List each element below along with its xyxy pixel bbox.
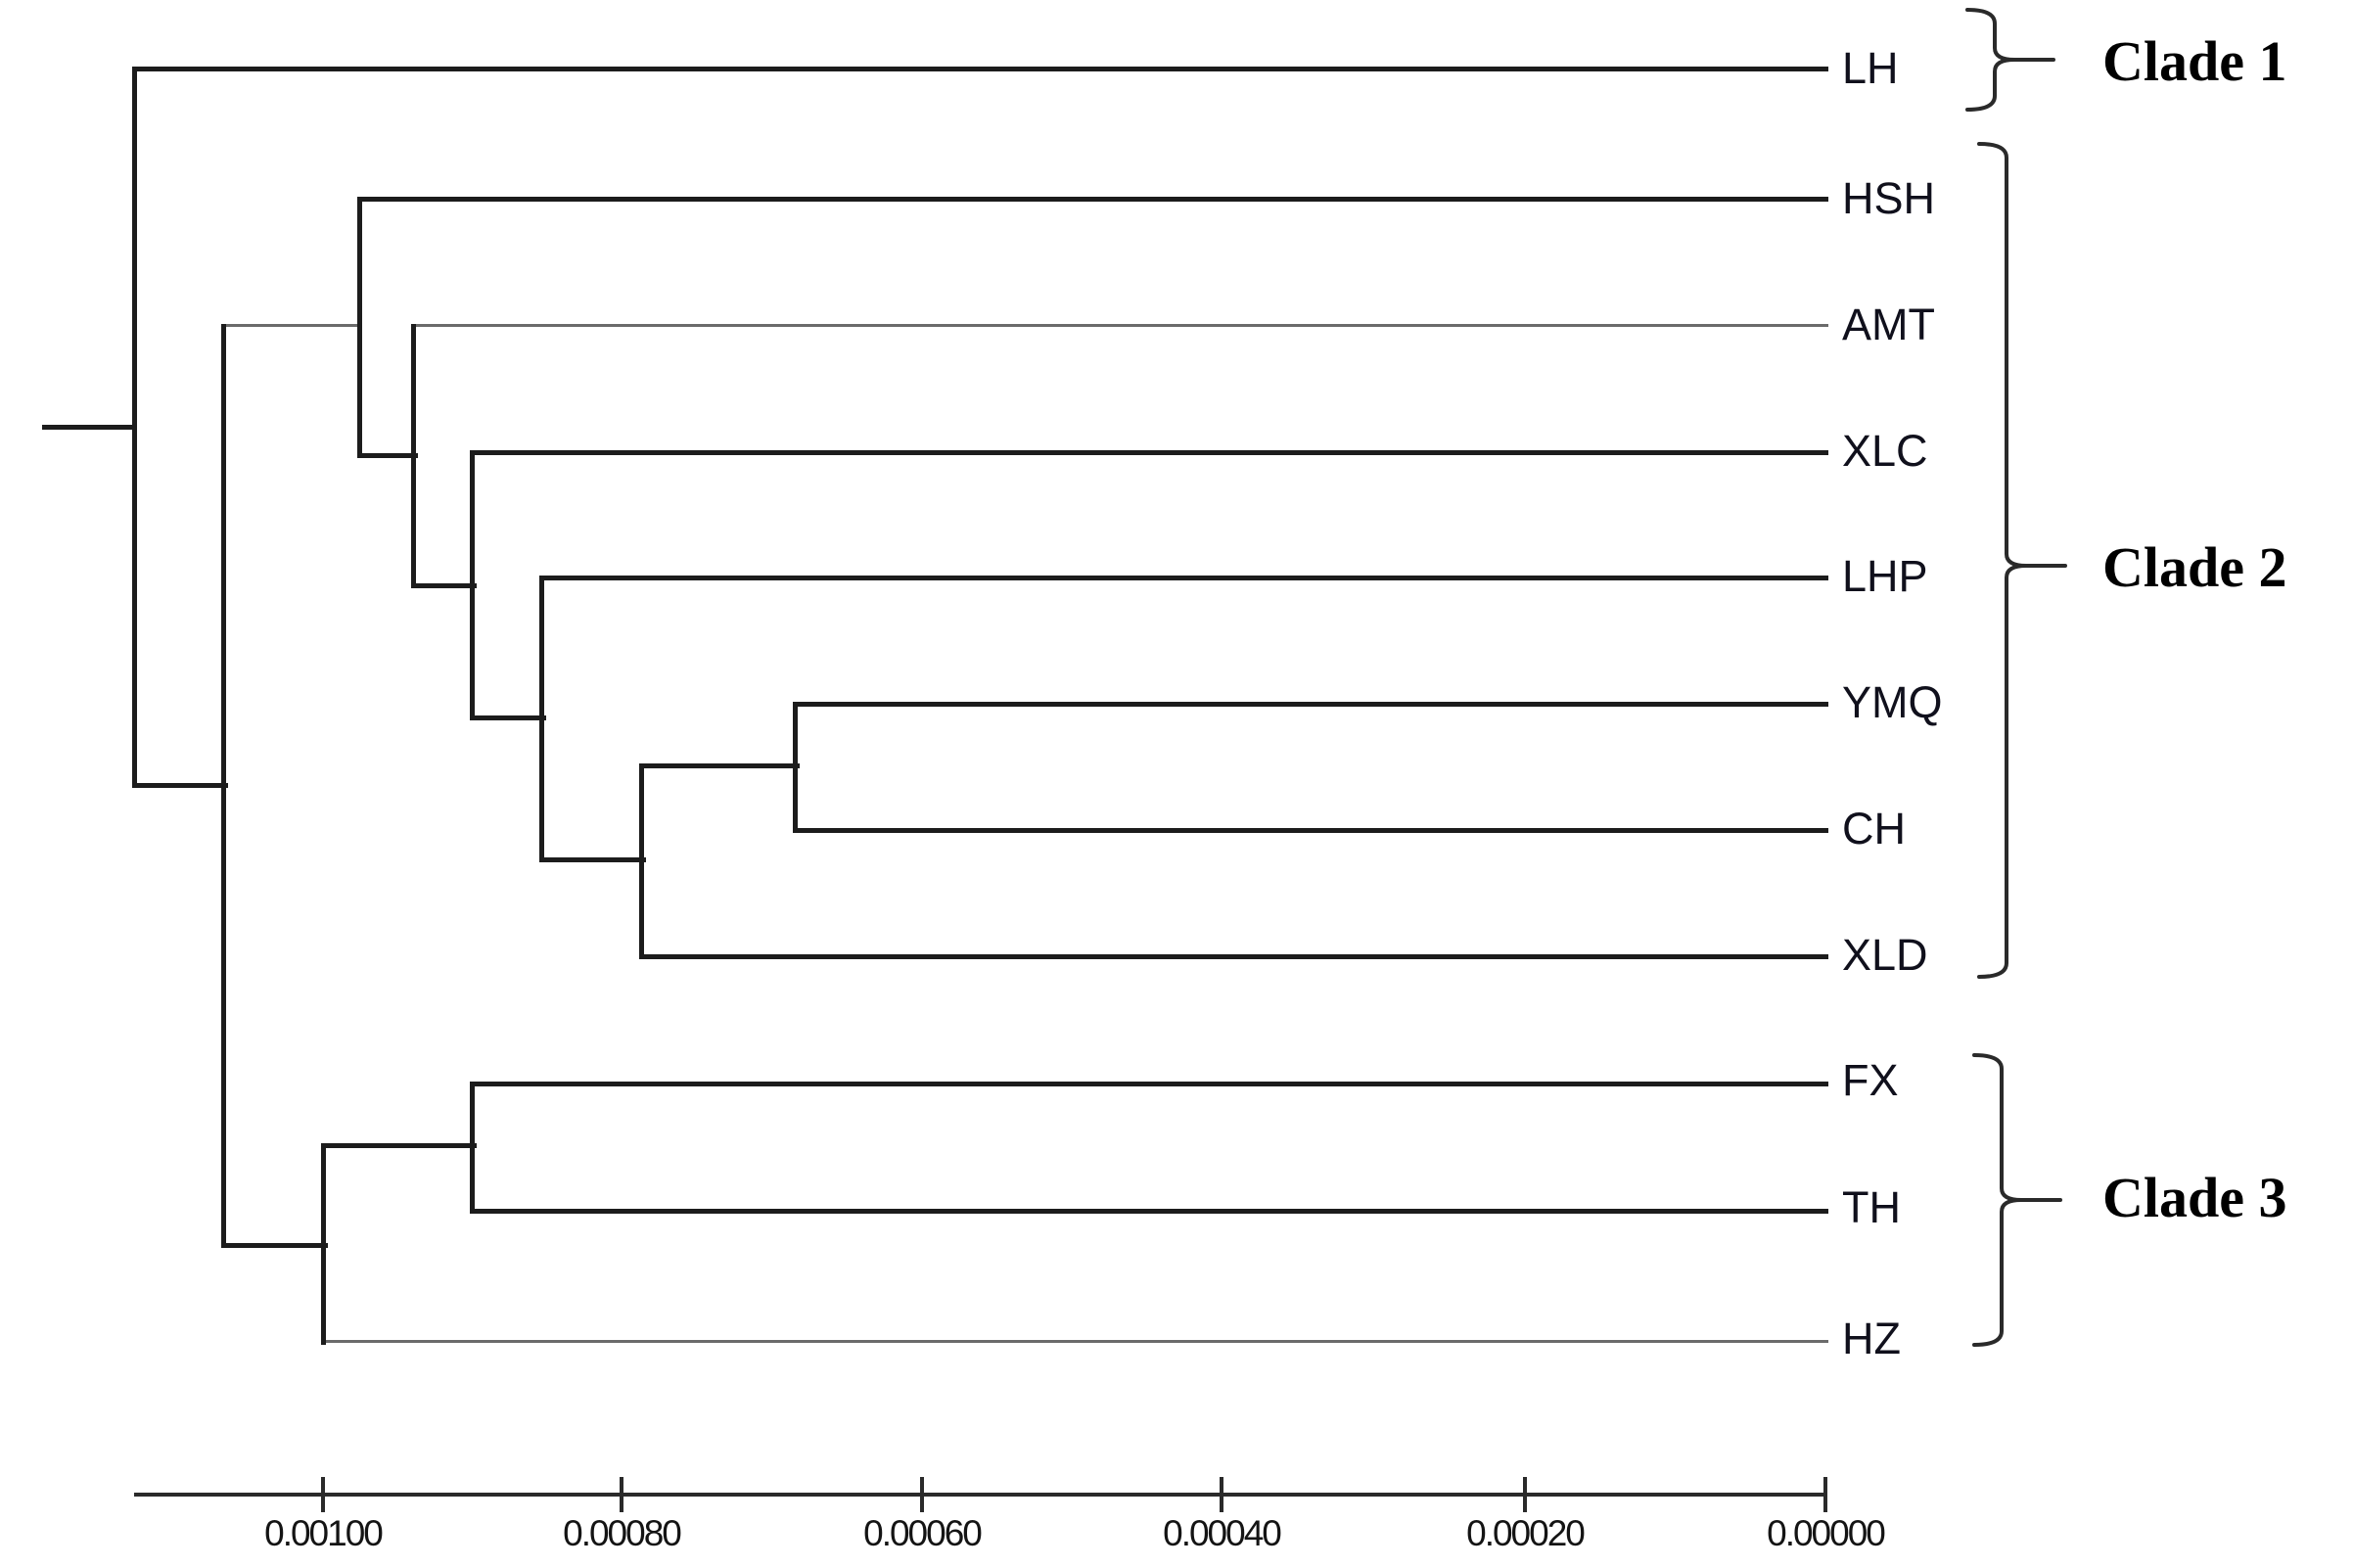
clade-1-label: Clade 1 — [2102, 29, 2287, 93]
scale-axis-line — [134, 1493, 1827, 1497]
branch-xlc — [472, 450, 1828, 455]
taxon-label-ch: CH — [1842, 804, 1906, 853]
taxon-label-xld: XLD — [1842, 930, 1928, 980]
vertical-fx-th-node — [470, 1082, 475, 1214]
taxon-label-hsh: HSH — [1842, 173, 1936, 223]
branch-th — [472, 1209, 1828, 1214]
taxon-label-xlc: XLC — [1842, 426, 1928, 476]
axis-tick-1 — [620, 1477, 623, 1512]
connector-clade2-upper — [223, 324, 359, 327]
vertical-xlc-node — [470, 450, 475, 720]
branch-hsh — [359, 197, 1828, 202]
vertical-root-node — [132, 67, 137, 788]
axis-tick-0 — [321, 1477, 325, 1512]
connector-node-clade3 — [223, 1243, 328, 1248]
clade-1-bracket — [1965, 8, 2055, 112]
vertical-clade3-node — [321, 1143, 326, 1345]
taxon-label-ymq: YMQ — [1842, 677, 1943, 727]
taxon-label-amt: AMT — [1842, 300, 1935, 349]
connector-node-v7 — [541, 857, 646, 862]
taxon-label-fx: FX — [1842, 1055, 1899, 1105]
connector-node-v6 — [472, 715, 546, 720]
clade-2-bracket — [1977, 142, 2067, 979]
axis-tick-4 — [1523, 1477, 1527, 1512]
vertical-lhp-node — [539, 576, 544, 862]
branch-fx — [472, 1082, 1828, 1086]
connector-node-v2 — [134, 783, 228, 788]
taxon-label-hz: HZ — [1842, 1314, 1901, 1363]
root-branch — [42, 425, 134, 430]
branch-lh — [134, 67, 1828, 71]
vertical-xld-node — [639, 763, 644, 959]
axis-tick-label-5: 0.00000 — [1767, 1513, 1886, 1553]
connector-node-fx-th — [323, 1143, 477, 1148]
taxon-label-lhp: LHP — [1842, 551, 1928, 601]
vertical-hsh-node — [357, 197, 362, 458]
branch-ymq — [795, 702, 1828, 707]
axis-tick-label-3: 0.00040 — [1163, 1513, 1282, 1553]
branch-xld — [641, 954, 1828, 959]
branch-ch — [795, 828, 1828, 833]
connector-node-v4 — [359, 453, 418, 458]
clade-3-label: Clade 3 — [2102, 1166, 2287, 1229]
axis-tick-label-0: 0.00100 — [264, 1513, 384, 1553]
taxon-label-th: TH — [1842, 1182, 1901, 1232]
axis-tick-2 — [920, 1477, 924, 1512]
branch-lhp — [541, 576, 1828, 580]
connector-node-v5 — [413, 583, 477, 588]
axis-tick-label-4: 0.00020 — [1466, 1513, 1586, 1553]
axis-tick-label-2: 0.00060 — [863, 1513, 983, 1553]
branch-amt — [413, 324, 1828, 327]
vertical-clade23-split — [221, 324, 226, 1248]
vertical-amt-node — [411, 324, 416, 588]
axis-tick-3 — [1220, 1477, 1223, 1512]
connector-node-v8 — [641, 763, 800, 768]
clade-2-label: Clade 2 — [2102, 535, 2287, 599]
axis-tick-5 — [1823, 1477, 1827, 1512]
taxon-label-lh: LH — [1842, 43, 1899, 93]
clade-3-bracket — [1972, 1053, 2062, 1347]
branch-hz — [323, 1340, 1828, 1343]
axis-tick-label-1: 0.00080 — [563, 1513, 682, 1553]
vertical-ymq-ch-node — [793, 702, 798, 833]
